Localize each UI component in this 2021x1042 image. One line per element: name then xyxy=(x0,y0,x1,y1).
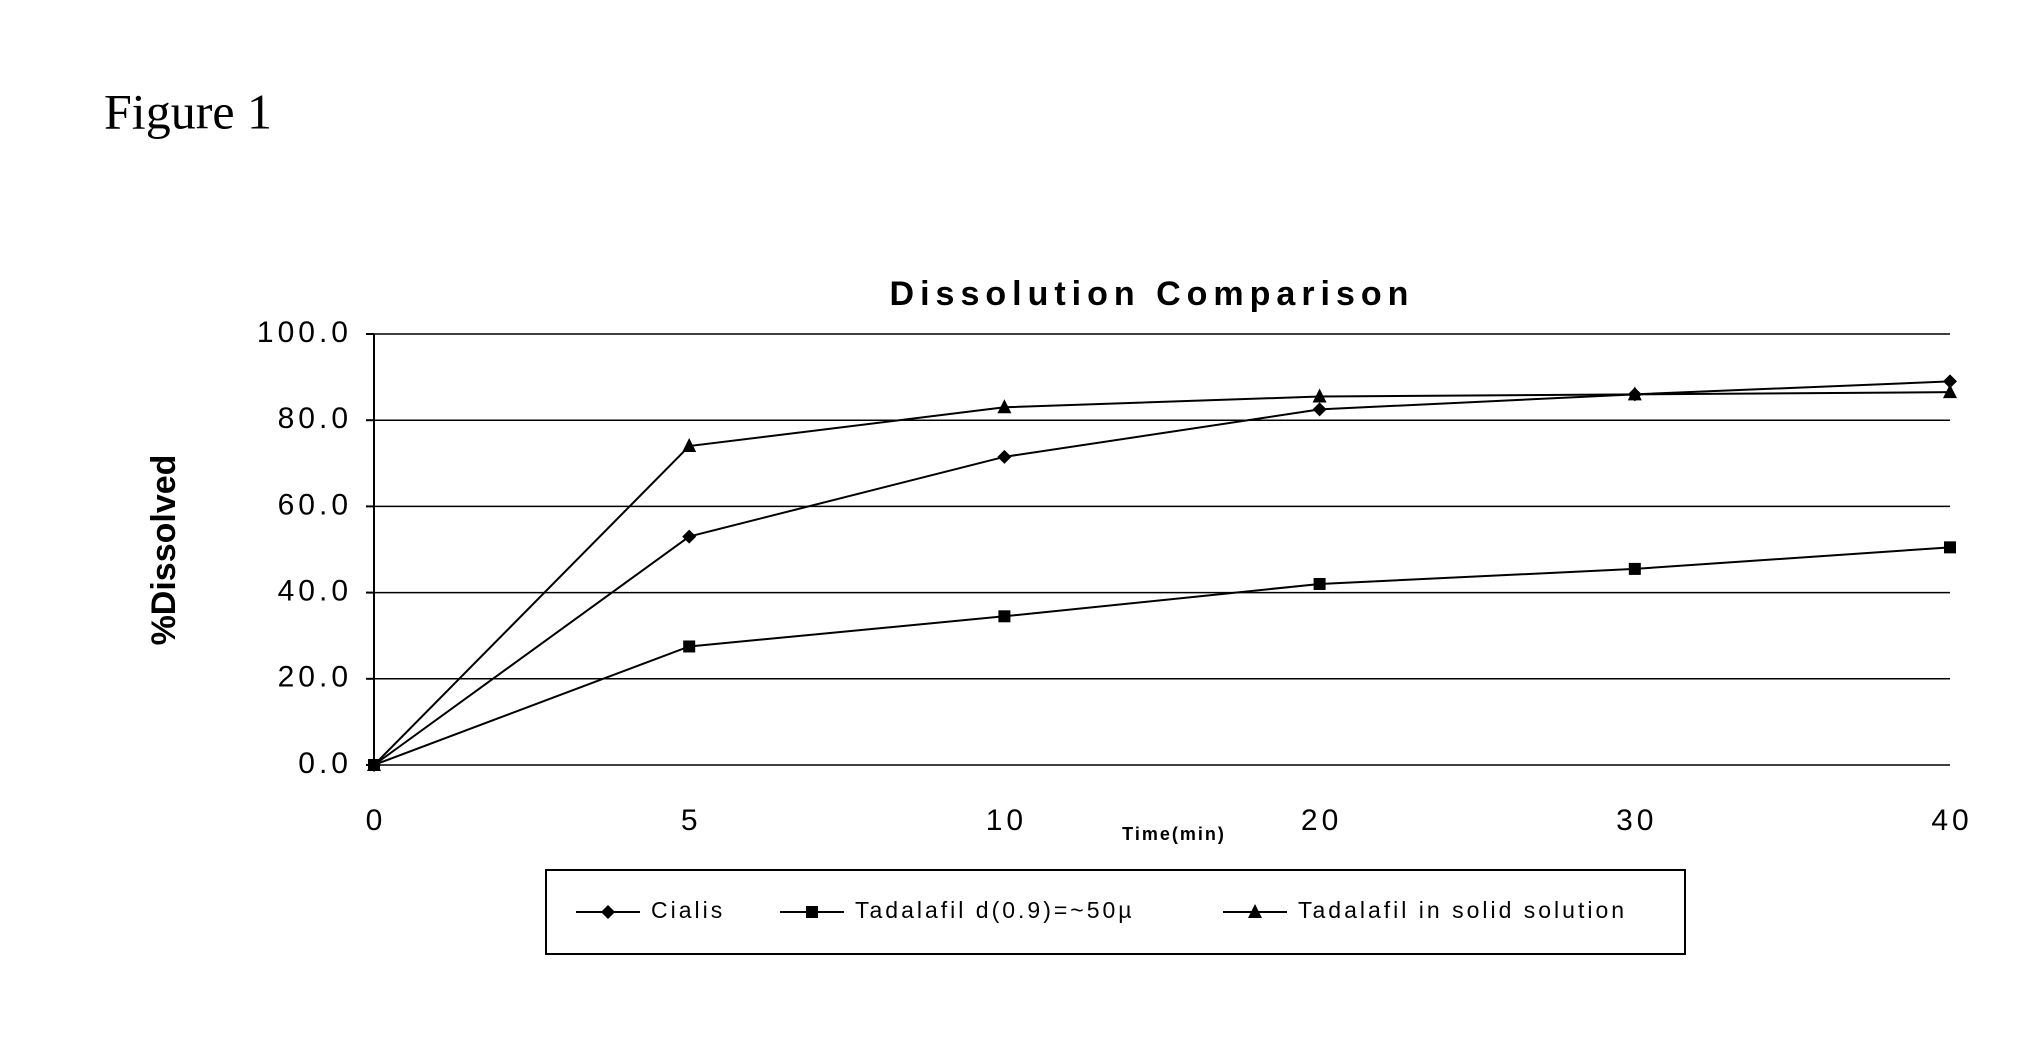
data-point xyxy=(1944,541,1956,553)
y-tick-label: 100.0 xyxy=(257,316,352,349)
data-point xyxy=(997,450,1011,464)
legend-marker xyxy=(601,905,615,919)
y-tick-label: 60.0 xyxy=(278,488,352,521)
y-tick-label: 80.0 xyxy=(278,402,352,435)
data-point xyxy=(1943,384,1957,398)
legend-label: Tadalafil in solid solution xyxy=(1298,897,1627,923)
legend-marker xyxy=(806,906,818,918)
legend-label: Tadalafil d(0.9)=~50µ xyxy=(855,897,1135,923)
data-point xyxy=(1629,563,1641,575)
y-tick-label: 40.0 xyxy=(278,575,352,608)
x-axis-label: Time(min) xyxy=(1122,824,1226,844)
x-tick-label: 10 xyxy=(986,804,1027,837)
data-point xyxy=(682,530,696,544)
x-tick-label: 20 xyxy=(1301,804,1342,837)
series-line xyxy=(374,547,1950,765)
data-point xyxy=(998,610,1010,622)
figure-label: Figure 1 xyxy=(104,83,272,139)
y-axis-label: %Dissolved xyxy=(145,455,183,646)
figure: Figure 1 Dissolution Comparison %Dissolv… xyxy=(0,0,2021,1042)
data-point xyxy=(683,640,695,652)
x-tick-label: 0 xyxy=(366,804,387,837)
x-tick-label: 40 xyxy=(1931,804,1972,837)
series-line xyxy=(374,392,1950,765)
y-tick-label: 20.0 xyxy=(278,661,352,694)
y-tick-label: 0.0 xyxy=(298,747,352,780)
x-tick-label: 30 xyxy=(1616,804,1657,837)
series-line xyxy=(374,381,1950,765)
data-point xyxy=(1314,578,1326,590)
legend-label: Cialis xyxy=(651,897,725,923)
x-tick-label: 5 xyxy=(681,804,702,837)
chart-title: Dissolution Comparison xyxy=(890,275,1415,313)
data-point xyxy=(1313,402,1327,416)
